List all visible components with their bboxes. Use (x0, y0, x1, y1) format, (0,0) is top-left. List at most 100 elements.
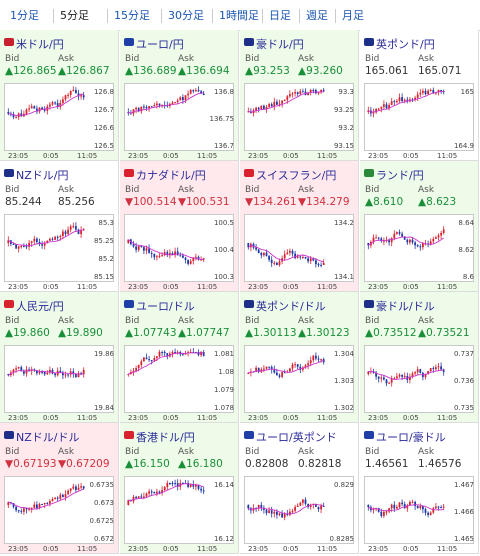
tab-5[interactable]: 1時間足 (219, 9, 259, 22)
candle-body (320, 90, 322, 93)
bid-label: Bid (245, 447, 260, 457)
rate-card[interactable]: 米ドル/円 Bid ▲126.865 Ask ▲126.867 126.8 126.7 126… (0, 30, 119, 161)
candle-body (17, 246, 20, 249)
candle-body (372, 509, 375, 511)
tab-3[interactable]: 15分足 (114, 9, 150, 22)
rate-card[interactable]: 人民元/円 Bid ▲19.860 Ask ▲19.890 19.86 19.84 23:05… (0, 292, 119, 423)
bid-value: ▲19.860 (5, 327, 50, 339)
candle-body (54, 497, 56, 500)
tab-8[interactable]: 月足 (342, 9, 364, 22)
pair-name[interactable]: 英ポンド/ドル (256, 300, 326, 313)
candle-body (422, 506, 424, 510)
candle-body (268, 366, 270, 368)
bid-value: 85.244 (5, 196, 42, 208)
candle-body (64, 231, 67, 234)
pair-name[interactable]: 英ポンド/円 (376, 38, 435, 51)
candle-body (41, 107, 43, 110)
rate-card[interactable]: 豪ドル/円 Bid ▲93.253 Ask ▲93.260 93.3 93.25 93.2 93… (240, 30, 359, 161)
rate-card[interactable]: ユーロ/豪ドル Bid 1.46561 Ask 1.46576 1.467 1.466 1.4… (360, 423, 479, 554)
ask-value: ▲8.623 (418, 196, 457, 208)
mini-chart: 0.829 0.8285 23:05 0:05 11:05 (244, 476, 354, 553)
pair-name[interactable]: 米ドル/円 (16, 38, 64, 51)
rate-card[interactable]: NZドル/ドル Bid ▼0.67193 Ask ▼0.67209 0.6735 0.673… (0, 423, 119, 554)
pair-name[interactable]: ユーロ/円 (136, 38, 184, 51)
rate-card[interactable]: ユーロ/ドル Bid ▲1.07743 Ask ▲1.07747 1.081 1.08 1.0… (120, 292, 239, 423)
x-tick-label: 11:05 (437, 283, 458, 291)
rate-card[interactable]: ユーロ/円 Bid ▲136.689 Ask ▲136.694 136.8 136.75 13… (120, 30, 239, 161)
rate-card[interactable]: スイスフラン/円 Bid ▼134.261 Ask ▼134.279 134.2 134.1… (240, 161, 359, 292)
rate-card[interactable]: 英ポンド/円 Bid 165.061 Ask 165.071 165 164.9 23:05 0… (360, 30, 479, 161)
candle-body (440, 232, 442, 236)
candlestick-chart (247, 497, 325, 521)
x-tick-label: 0:05 (163, 545, 179, 553)
pair-name[interactable]: ユーロ/ドル (136, 300, 195, 313)
candle-body (247, 243, 250, 248)
tab-1[interactable]: 1分足 (10, 9, 39, 22)
candle-body (255, 247, 257, 250)
tab-4[interactable]: 30分足 (168, 9, 204, 22)
x-tick-label: 0:05 (43, 414, 59, 422)
rate-grid: 米ドル/円 Bid ▲126.865 Ask ▲126.867 126.8 126.7 126… (0, 30, 480, 556)
candle-body (20, 511, 23, 513)
pair-name[interactable]: スイスフラン/円 (256, 169, 337, 182)
pair-name[interactable]: ユーロ/豪ドル (376, 431, 446, 444)
candle-body (367, 110, 370, 112)
candle-body (137, 107, 140, 112)
candle-body (25, 246, 28, 248)
candle-body (179, 97, 182, 101)
candle-body (145, 106, 148, 109)
ask-value: ▲16.180 (178, 458, 223, 470)
candle-body (127, 500, 130, 505)
x-tick-label: 11:05 (317, 283, 338, 291)
x-tick-label: 11:05 (437, 152, 458, 160)
rate-card[interactable]: ユーロ/英ポンド Bid 0.82808 Ask 0.82818 0.829 0.8285 2… (240, 423, 359, 554)
candle-body (414, 501, 416, 507)
pair-name[interactable]: 豪ドル/円 (256, 38, 304, 51)
rate-card[interactable]: ランド/円 Bid ▲8.610 Ask ▲8.623 8.64 8.62 8.6 23:05 0… (360, 161, 479, 292)
ask-label: Ask (418, 185, 435, 195)
pair-name[interactable]: 豪ドル/ドル (376, 300, 435, 313)
y-tick-label: 93.3 (338, 88, 354, 96)
gb-flag-icon (244, 300, 254, 308)
candlestick-chart (247, 352, 325, 379)
candle-body (270, 510, 273, 514)
pair-name[interactable]: NZドル/ドル (16, 431, 80, 444)
candle-body (176, 100, 179, 103)
candle-body (15, 244, 17, 249)
candle-body (393, 233, 396, 239)
rate-card[interactable]: 香港ドル/円 Bid ▲16.150 Ask ▲16.180 16.14 16.12 23:0… (120, 423, 239, 554)
rate-card[interactable]: カナダドル/円 Bid ▼100.514 Ask ▼100.531 100.5 100.4 1… (120, 161, 239, 292)
candle-body (385, 379, 388, 384)
rate-card[interactable]: NZドル/円 Bid 85.244 Ask 85.256 85.3 85.25 85.2 85.… (0, 161, 119, 292)
pair-name[interactable]: 人民元/円 (16, 300, 64, 313)
tab-2[interactable]: 5分足 (60, 9, 89, 22)
tab-7[interactable]: 週足 (306, 9, 328, 22)
candle-body (411, 501, 414, 503)
pair-name[interactable]: ランド/円 (376, 169, 424, 182)
x-tick-label: 0:05 (43, 283, 59, 291)
candle-body (429, 241, 432, 245)
candle-body (41, 244, 43, 246)
pair-name[interactable]: ユーロ/英ポンド (256, 431, 337, 444)
candle-body (82, 229, 85, 231)
rate-card[interactable]: 豪ドル/ドル Bid ▲0.73512 Ask ▲0.73521 0.737 0.736 0.… (360, 292, 479, 423)
candle-body (255, 367, 257, 372)
candle-body (64, 374, 67, 376)
mini-chart: 100.5 100.4 100.3 23:05 0:05 11:05 (124, 214, 234, 291)
candle-body (270, 366, 273, 370)
rate-card[interactable]: 英ポンド/ドル Bid ▲1.30113 Ask ▲1.30123 1.304 1.303 1… (240, 292, 359, 423)
mini-chart: 1.081 1.08 1.079 1.078 23:05 0:05 11:05 (124, 345, 234, 422)
candle-body (265, 366, 268, 369)
candle-body (72, 226, 75, 228)
ask-value: ▼134.279 (298, 196, 350, 208)
pair-name[interactable]: 香港ドル/円 (136, 431, 195, 444)
pair-name[interactable]: カナダドル/円 (136, 169, 206, 182)
candlestick-chart (367, 87, 445, 118)
candle-body (75, 90, 77, 94)
pair-name[interactable]: NZドル/円 (16, 169, 69, 182)
candle-body (257, 249, 260, 253)
tab-divider (335, 9, 336, 23)
candle-body (148, 248, 150, 253)
tab-6[interactable]: 日足 (269, 9, 291, 22)
bid-label: Bid (245, 54, 260, 64)
